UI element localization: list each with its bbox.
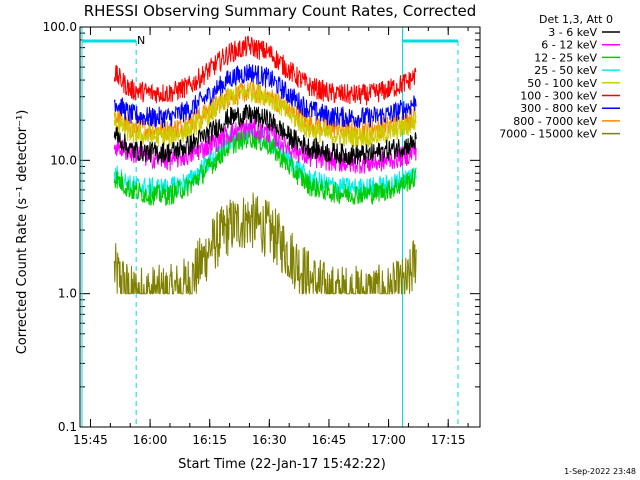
axis-ticks: 15:45 16:00 16:15 16:30 16:45 17:00 17:15 0.1 1.… xyxy=(43,20,480,447)
plot-frame xyxy=(79,26,481,428)
night-marker-label: N xyxy=(137,34,145,47)
x-tick-label: 16:30 xyxy=(252,433,287,447)
series-line xyxy=(113,63,417,129)
series-line xyxy=(113,81,417,148)
legend-label: 3 - 6 keV xyxy=(548,26,597,39)
legend-title: Det 1,3, Att 0 xyxy=(539,13,613,26)
x-tick-label: 16:45 xyxy=(312,433,347,447)
y-axis-label: Corrected Count Rate (s⁻¹ detector⁻¹) xyxy=(15,110,30,355)
timestamp-label: 1-Sep-2022 23:48 xyxy=(564,467,636,476)
legend-label: 800 - 7000 keV xyxy=(513,115,597,128)
legend-label: 12 - 25 keV xyxy=(534,51,597,64)
series-group xyxy=(113,35,417,296)
series-line xyxy=(113,104,417,166)
y-tick-label: 10.0 xyxy=(50,153,77,167)
series-line xyxy=(113,127,417,206)
x-tick-label: 17:00 xyxy=(371,433,406,447)
annotation-marks xyxy=(81,27,459,427)
legend-label: 100 - 300 keV xyxy=(520,90,597,103)
x-tick-label: 17:15 xyxy=(431,433,466,447)
legend-label: 6 - 12 keV xyxy=(541,39,597,52)
x-tick-label: 16:15 xyxy=(192,433,227,447)
y-tick-label: 100.0 xyxy=(43,20,77,34)
x-tick-label: 15:45 xyxy=(73,433,108,447)
legend-label: 50 - 100 keV xyxy=(527,77,597,90)
y-tick-label: 0.1 xyxy=(58,420,77,434)
series-line xyxy=(113,35,417,106)
series-line xyxy=(113,192,417,296)
legend-label: 25 - 50 keV xyxy=(534,64,597,77)
legend-label: 300 - 800 keV xyxy=(520,102,597,115)
x-axis-label: Start Time (22-Jan-17 15:42:22) xyxy=(178,457,386,472)
y-tick-label: 1.0 xyxy=(58,287,77,301)
x-tick-label: 16:00 xyxy=(133,433,168,447)
legend-label: 7000 - 15000 keV xyxy=(499,128,597,141)
chart-title: RHESSI Observing Summary Count Rates, Co… xyxy=(84,2,477,20)
